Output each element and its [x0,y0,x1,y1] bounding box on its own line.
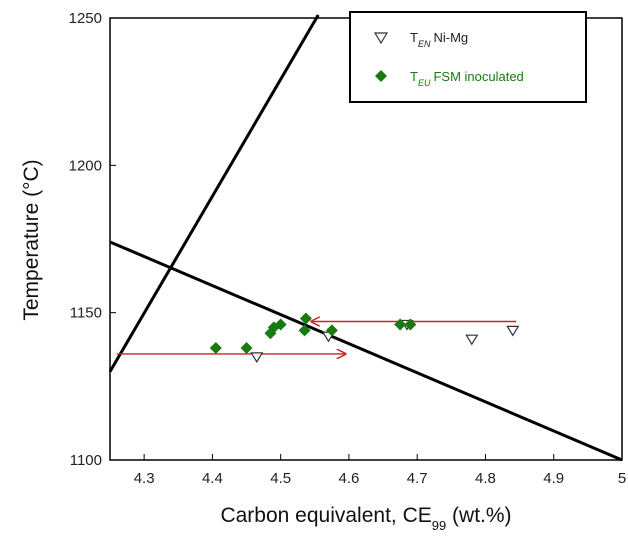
x-tick-label: 4.3 [134,470,155,487]
fsm-point [325,324,338,337]
fsm-point [274,318,287,331]
ni-mg-point [465,334,479,346]
phase-line [108,14,320,373]
x-axis-title: Carbon equivalent, CE99 (wt.%) [220,504,511,533]
ni-mg-point [506,325,520,337]
y-tick-label: 1100 [70,452,102,469]
legend-label-ni-mg: TEN Ni-Mg [410,30,468,49]
y-axis: 1100 1150 1200 1250 [69,10,116,469]
legend: TEN Ni-Mg TEU FSM inoculated [349,11,587,103]
x-tick-label: 4.5 [270,470,291,487]
legend-label-fsm: TEU FSM inoculated [410,69,524,88]
fsm-point [298,324,311,337]
data-points [209,312,520,364]
x-tick-label: 5 [618,470,626,487]
x-tick-label: 4.9 [543,470,564,487]
fsm-point [240,342,253,355]
shift-arrows [116,322,517,354]
x-tick-label: 4.7 [407,470,428,487]
legend-box [349,11,587,103]
fsm-point [404,318,417,331]
legend-marker-fsm [375,70,387,82]
x-axis: 4.3 4.4 4.5 4.6 4.7 4.8 4.9 5 [134,454,626,487]
y-axis-title: Temperature (°C) [20,159,43,320]
ni-mg-point [250,352,264,364]
x-tick-label: 4.6 [339,470,360,487]
fsm-point [209,342,222,355]
y-tick-label: 1150 [70,305,102,322]
phase-line [109,240,623,462]
x-tick-label: 4.8 [475,470,496,487]
y-tick-label: 1250 [69,10,102,27]
x-tick-label: 4.4 [202,470,223,487]
y-tick-label: 1200 [69,157,102,174]
legend-marker-ni-mg [373,32,389,45]
fsm-point [394,318,407,331]
phase-lines [108,14,623,462]
fsm-point [299,312,312,325]
